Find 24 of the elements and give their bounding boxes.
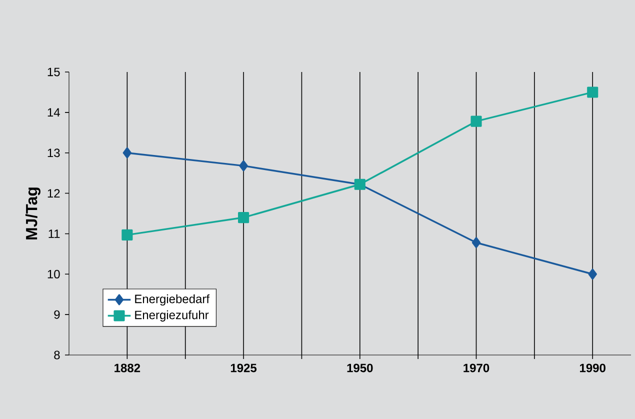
x-tick-label: 1990 [580,364,606,372]
y-tick-label: 10 [48,270,60,278]
y-tick-label: 13 [48,148,60,158]
point [122,147,132,158]
y-tick-label: 15 [48,68,60,76]
x-tick-label: 1970 [464,364,490,372]
point [239,160,248,172]
legend-label: Energiezufuhr [135,310,209,322]
y-tick-label: 8 [54,350,60,360]
point [470,116,482,127]
y-tick-label: 14 [48,108,60,117]
x-tick-label: 1882 [114,364,140,372]
y-tick-label: 11 [48,230,60,238]
point [588,268,597,280]
x-tick-label: 1925 [230,364,257,372]
point [587,86,598,98]
legend-label: Energiebedarf [135,294,210,306]
y-tick-label: 9 [54,310,60,319]
point [238,212,250,224]
point [472,237,481,248]
y-tick-label: 12 [48,189,60,198]
y-axis-title: MJ/Tag [25,188,40,240]
point [122,229,133,240]
x-tick-label: 1950 [347,364,373,372]
